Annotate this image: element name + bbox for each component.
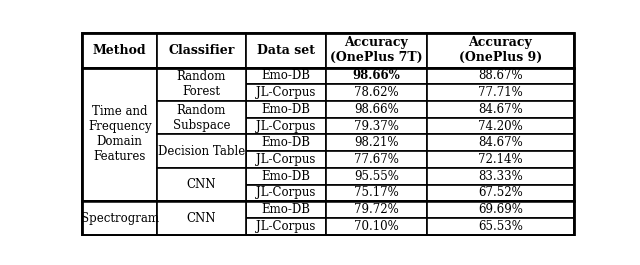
Text: Emo-DB: Emo-DB <box>261 203 310 216</box>
Bar <box>157 33 246 68</box>
Bar <box>326 151 428 168</box>
Bar <box>246 185 326 201</box>
Bar <box>428 151 573 168</box>
Text: 84.67%: 84.67% <box>478 103 523 116</box>
Bar <box>83 68 157 201</box>
Text: 78.62%: 78.62% <box>354 86 399 99</box>
Bar <box>428 134 573 151</box>
Bar <box>246 33 326 68</box>
Bar <box>428 118 573 134</box>
Text: Accuracy
(OnePlus 9): Accuracy (OnePlus 9) <box>459 36 542 64</box>
Bar <box>157 134 246 168</box>
Text: 75.17%: 75.17% <box>354 187 399 200</box>
Text: 98.66%: 98.66% <box>353 69 400 82</box>
Text: 65.53%: 65.53% <box>478 220 523 233</box>
Bar <box>246 84 326 101</box>
Text: Decision Table: Decision Table <box>158 145 245 158</box>
Text: JL-Corpus: JL-Corpus <box>256 220 316 233</box>
Text: Emo-DB: Emo-DB <box>261 170 310 183</box>
Bar <box>428 218 573 235</box>
Text: 74.20%: 74.20% <box>478 120 523 132</box>
Bar <box>326 68 428 84</box>
Text: JL-Corpus: JL-Corpus <box>256 120 316 132</box>
Bar <box>428 101 573 118</box>
Text: CNN: CNN <box>187 178 216 191</box>
Text: 83.33%: 83.33% <box>478 170 523 183</box>
Bar <box>428 201 573 218</box>
Bar <box>246 218 326 235</box>
Text: 88.67%: 88.67% <box>478 69 523 82</box>
Text: 77.71%: 77.71% <box>478 86 523 99</box>
Text: Classifier: Classifier <box>168 44 235 57</box>
Bar <box>246 68 326 84</box>
Text: Spectrogram: Spectrogram <box>81 211 159 225</box>
Text: JL-Corpus: JL-Corpus <box>256 187 316 200</box>
Bar <box>157 101 246 134</box>
Bar <box>83 33 157 68</box>
Text: CNN: CNN <box>187 211 216 225</box>
Bar <box>157 201 246 235</box>
Bar <box>428 84 573 101</box>
Text: JL-Corpus: JL-Corpus <box>256 86 316 99</box>
Text: Emo-DB: Emo-DB <box>261 103 310 116</box>
Text: 77.67%: 77.67% <box>354 153 399 166</box>
Text: 98.21%: 98.21% <box>354 136 399 149</box>
Bar <box>326 33 428 68</box>
Text: 79.72%: 79.72% <box>354 203 399 216</box>
Bar <box>246 151 326 168</box>
Bar <box>246 168 326 185</box>
Text: 79.37%: 79.37% <box>354 120 399 132</box>
Text: 67.52%: 67.52% <box>478 187 523 200</box>
Text: Accuracy
(OnePlus 7T): Accuracy (OnePlus 7T) <box>330 36 422 64</box>
Bar <box>246 201 326 218</box>
Bar <box>83 201 157 235</box>
Text: 70.10%: 70.10% <box>354 220 399 233</box>
Text: Random
Forest: Random Forest <box>177 70 226 98</box>
Text: Method: Method <box>93 44 147 57</box>
Text: 98.66%: 98.66% <box>354 103 399 116</box>
Bar <box>326 101 428 118</box>
Bar <box>326 118 428 134</box>
Bar <box>428 185 573 201</box>
Text: Time and
Frequency
Domain
Features: Time and Frequency Domain Features <box>88 105 152 164</box>
Text: 95.55%: 95.55% <box>354 170 399 183</box>
Bar <box>428 33 573 68</box>
Bar <box>326 218 428 235</box>
Bar <box>157 68 246 101</box>
Text: Emo-DB: Emo-DB <box>261 136 310 149</box>
Bar <box>326 185 428 201</box>
Bar <box>326 201 428 218</box>
Text: 84.67%: 84.67% <box>478 136 523 149</box>
Text: JL-Corpus: JL-Corpus <box>256 153 316 166</box>
Bar <box>326 168 428 185</box>
Bar <box>246 101 326 118</box>
Text: 72.14%: 72.14% <box>478 153 523 166</box>
Text: Emo-DB: Emo-DB <box>261 69 310 82</box>
Text: Random
Subspace: Random Subspace <box>173 104 230 132</box>
Bar <box>246 134 326 151</box>
Text: 69.69%: 69.69% <box>478 203 523 216</box>
Bar <box>246 118 326 134</box>
Text: Data set: Data set <box>257 44 315 57</box>
Bar <box>428 68 573 84</box>
Bar <box>326 134 428 151</box>
Bar <box>428 168 573 185</box>
Bar <box>326 84 428 101</box>
Bar <box>157 168 246 201</box>
